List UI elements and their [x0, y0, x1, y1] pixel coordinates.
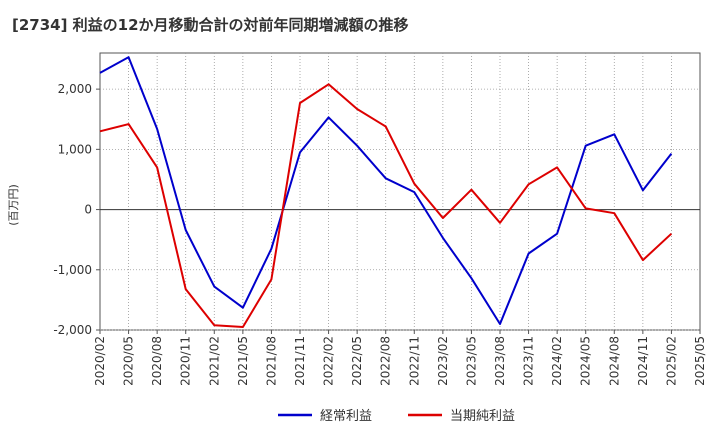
- y-axis-label: (百万円): [7, 184, 20, 226]
- grid: [100, 53, 700, 331]
- y-tick-label: -2,000: [53, 323, 92, 337]
- x-tick-label: 2023/02: [436, 336, 450, 386]
- legend: 経常利益 当期純利益: [278, 409, 515, 424]
- plot-area: [99, 52, 701, 331]
- x-tick-label: 2023/05: [464, 336, 478, 386]
- x-tick-label: 2024/02: [550, 336, 564, 386]
- x-tick-label: 2022/08: [379, 336, 393, 386]
- x-tick-label: 2023/08: [493, 336, 507, 386]
- x-axis-ticks: 2020/02 2020/05 2020/08 2020/11 2021/02 2021/…: [93, 330, 707, 386]
- x-tick-label: 2024/05: [579, 336, 593, 386]
- y-tick-label: -1,000: [53, 263, 92, 277]
- series-lines: [99, 56, 673, 328]
- x-tick-label: 2021/11: [293, 336, 307, 386]
- y-tick-label: 1,000: [58, 142, 92, 156]
- y-tick-label: 2,000: [58, 82, 92, 96]
- x-tick-label: 2020/08: [150, 336, 164, 386]
- series-line-net-income: [99, 83, 673, 328]
- x-tick-label: 2022/05: [350, 336, 364, 386]
- x-tick-label: 2020/11: [179, 336, 193, 386]
- x-tick-label: 2024/08: [607, 336, 621, 386]
- x-tick-label: 2021/08: [264, 336, 278, 386]
- y-tick-label: 0: [84, 203, 92, 217]
- legend-label-net-income: 当期純利益: [450, 409, 515, 424]
- x-tick-label: 2025/02: [664, 336, 678, 386]
- x-tick-label: 2023/11: [522, 336, 536, 386]
- x-tick-label: 2020/02: [93, 336, 107, 386]
- y-axis-ticks: -2,000 -1,000 0 1,000 2,000: [53, 82, 100, 337]
- x-tick-label: 2024/11: [636, 336, 650, 386]
- x-tick-label: 2022/02: [322, 336, 336, 386]
- series-line-keijo: [99, 56, 673, 325]
- legend-label-keijo: 経常利益: [320, 409, 372, 424]
- chart-title: [2734] 利益の12か月移動合計の対前年同期増減額の推移: [12, 16, 409, 34]
- x-tick-label: 2022/11: [407, 336, 421, 386]
- x-tick-label: 2020/05: [122, 336, 136, 386]
- x-tick-label: 2021/02: [207, 336, 221, 386]
- x-tick-label: 2021/05: [236, 336, 250, 386]
- x-tick-label: 2025/05: [693, 336, 707, 386]
